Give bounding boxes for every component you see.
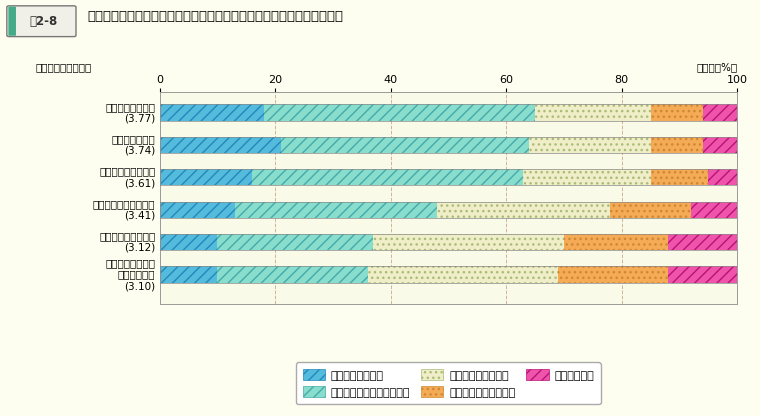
Bar xyxy=(160,104,264,121)
Bar xyxy=(702,104,737,121)
Bar xyxy=(564,234,668,250)
Bar xyxy=(651,169,708,186)
Text: （単位：%）: （単位：%） xyxy=(696,62,737,72)
Bar xyxy=(708,169,737,186)
Bar xyxy=(368,266,558,282)
Bar xyxy=(651,104,702,121)
Bar xyxy=(651,137,702,153)
Bar xyxy=(235,202,437,218)
Bar xyxy=(610,202,691,218)
Bar xyxy=(160,104,264,121)
Bar xyxy=(160,234,737,250)
Bar xyxy=(160,169,252,186)
Bar xyxy=(160,169,737,186)
Bar xyxy=(160,137,737,153)
Bar xyxy=(281,137,529,153)
Bar xyxy=(217,234,373,250)
Bar xyxy=(217,234,373,250)
Bar xyxy=(651,137,702,153)
Bar xyxy=(437,202,610,218)
Bar xyxy=(529,137,651,153)
Bar xyxy=(702,137,737,153)
Bar xyxy=(264,104,535,121)
Bar xyxy=(160,169,252,186)
Bar xyxy=(524,169,651,186)
Bar xyxy=(160,234,217,250)
Bar xyxy=(668,266,737,282)
Bar xyxy=(668,266,737,282)
Bar xyxy=(651,104,702,121)
Bar xyxy=(252,169,524,186)
Bar xyxy=(160,202,235,218)
Bar xyxy=(535,104,651,121)
Bar xyxy=(217,266,368,282)
Bar xyxy=(702,104,737,121)
Bar xyxy=(160,137,281,153)
Bar xyxy=(252,169,524,186)
Bar xyxy=(691,202,737,218)
Bar xyxy=(160,202,737,218)
Text: 質問項目（平均値）: 質問項目（平均値） xyxy=(36,62,92,72)
Bar xyxy=(558,266,668,282)
Bar xyxy=(235,202,437,218)
Bar xyxy=(264,104,535,121)
Bar xyxy=(160,202,235,218)
Bar xyxy=(668,234,737,250)
Bar xyxy=(529,137,651,153)
Bar xyxy=(558,266,668,282)
Bar xyxy=(691,202,737,218)
Bar xyxy=(535,104,651,121)
Text: 【上司マネジメント】の領域に属する質問項目別の回答割合及び平均値: 【上司マネジメント】の領域に属する質問項目別の回答割合及び平均値 xyxy=(87,10,344,23)
Bar xyxy=(217,266,368,282)
Bar xyxy=(160,266,217,282)
Bar xyxy=(160,104,737,121)
Bar xyxy=(437,202,610,218)
Bar xyxy=(160,266,737,282)
Bar xyxy=(160,137,281,153)
Bar xyxy=(373,234,564,250)
Legend: まったくその通り, どちらかといえばその通り, どちらともいえない, どちらかといえば違う, まったく違う: まったくその通り, どちらかといえばその通り, どちらともいえない, どちらかと… xyxy=(296,362,600,404)
Bar xyxy=(160,266,217,282)
Bar xyxy=(368,266,558,282)
Bar xyxy=(708,169,737,186)
Text: 図2-8: 図2-8 xyxy=(30,15,58,28)
Bar xyxy=(373,234,564,250)
Bar xyxy=(564,234,668,250)
Bar xyxy=(610,202,691,218)
Bar xyxy=(281,137,529,153)
Bar xyxy=(160,234,217,250)
Bar xyxy=(524,169,651,186)
Bar xyxy=(651,169,708,186)
Bar xyxy=(702,137,737,153)
Bar xyxy=(668,234,737,250)
